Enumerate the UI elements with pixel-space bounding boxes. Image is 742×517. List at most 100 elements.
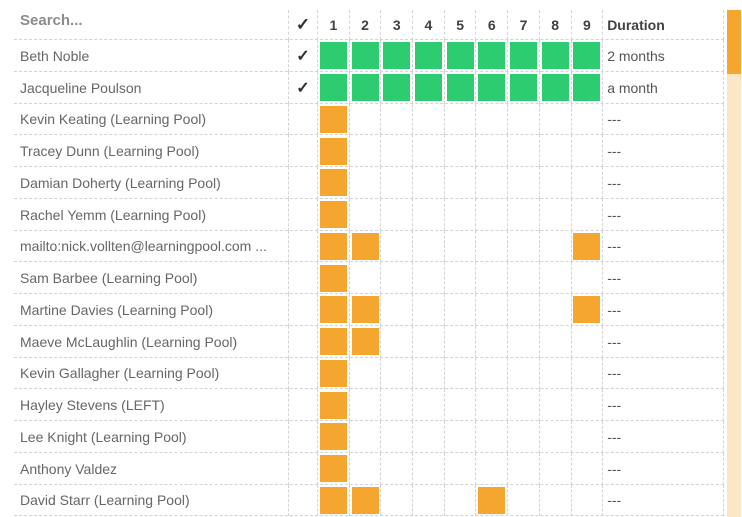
grid-cell-4 [413, 294, 445, 326]
table-row[interactable]: Anthony Valdez --- [0, 452, 742, 485]
status-square-green[interactable] [351, 42, 379, 70]
grid-cell-3 [381, 452, 414, 485]
grid-cell-3 [381, 294, 414, 326]
person-name[interactable]: Martine Davies (Learning Pool) [20, 301, 213, 318]
grid-cell-5 [445, 71, 477, 104]
status-square-orange[interactable] [319, 391, 347, 419]
status-square-orange[interactable] [319, 169, 347, 197]
status-square-green[interactable] [351, 74, 379, 102]
row-checkmark [288, 484, 318, 517]
status-square-orange[interactable] [351, 232, 379, 260]
status-square-green[interactable] [573, 74, 601, 102]
status-square-green[interactable] [414, 42, 442, 70]
status-square-orange[interactable] [319, 455, 347, 483]
grid-cell-5 [445, 294, 477, 326]
status-square-green[interactable] [319, 42, 347, 70]
status-square-orange[interactable] [478, 486, 506, 514]
grid-cell-7 [508, 262, 540, 294]
person-name[interactable]: Beth Noble [20, 47, 90, 64]
row-checkmark [288, 167, 318, 199]
person-name[interactable]: mailto:nick.vollten@learningpool.com ... [20, 238, 267, 255]
status-square-green[interactable] [541, 74, 569, 102]
table-row[interactable]: mailto:nick.vollten@learningpool.com ...… [0, 230, 742, 263]
status-square-green[interactable] [573, 42, 601, 70]
table-row[interactable]: Kevin Gallagher (Learning Pool) --- [0, 357, 742, 390]
person-name[interactable]: Kevin Keating (Learning Pool) [20, 111, 207, 128]
status-square-green[interactable] [509, 42, 537, 70]
column-header-3: 3 [381, 10, 414, 40]
grid-cell-8 [540, 294, 572, 326]
person-name[interactable]: Maeve McLaughlin (Learning Pool) [20, 333, 238, 350]
status-square-green[interactable] [446, 74, 474, 102]
table-row[interactable]: Sam Barbee (Learning Pool) --- [0, 262, 742, 294]
row-checkmark [288, 357, 318, 390]
status-square-green[interactable] [446, 42, 474, 70]
status-square-orange[interactable] [319, 264, 347, 292]
table-row[interactable]: Rachel Yemm (Learning Pool) --- [0, 198, 742, 231]
table-row[interactable]: David Starr (Learning Pool) --- [0, 484, 742, 517]
search-input[interactable] [20, 11, 270, 29]
grid-cell-3 [381, 230, 414, 263]
status-square-green[interactable] [414, 74, 442, 102]
scrollbar-thumb[interactable] [727, 10, 741, 74]
grid-cell-3 [381, 40, 414, 72]
status-square-green[interactable] [541, 42, 569, 70]
status-square-orange[interactable] [319, 137, 347, 165]
status-square-orange[interactable] [573, 232, 601, 260]
table-row[interactable]: Martine Davies (Learning Pool) --- [0, 294, 742, 326]
table-row[interactable]: Tracey Dunn (Learning Pool) --- [0, 135, 742, 167]
table-row[interactable]: Lee Knight (Learning Pool) --- [0, 421, 742, 453]
vertical-scrollbar[interactable] [727, 10, 741, 517]
status-square-orange[interactable] [319, 423, 347, 451]
grid-cell-4 [413, 452, 445, 485]
status-square-green[interactable] [509, 74, 537, 102]
table-row[interactable]: Hayley Stevens (LEFT) --- [0, 389, 742, 421]
status-square-orange[interactable] [319, 232, 347, 260]
status-square-orange[interactable] [319, 359, 347, 387]
status-square-green[interactable] [478, 42, 506, 70]
status-square-orange[interactable] [351, 486, 379, 514]
person-name[interactable]: Jacqueline Poulson [20, 79, 142, 96]
person-name[interactable]: Tracey Dunn (Learning Pool) [20, 143, 200, 160]
table-row[interactable]: Jacqueline Poulson ✓ a month [0, 71, 742, 104]
person-name[interactable]: Damian Doherty (Learning Pool) [20, 174, 221, 191]
person-name[interactable]: Anthony Valdez [20, 460, 118, 477]
person-name[interactable]: David Starr (Learning Pool) [20, 492, 190, 509]
status-square-green[interactable] [383, 74, 411, 102]
person-name[interactable]: Hayley Stevens (LEFT) [20, 397, 165, 414]
grid-cell-9 [572, 103, 604, 136]
table-header: ✓ 1 2 3 4 5 6 7 8 9 Duration [0, 0, 742, 40]
status-square-orange[interactable] [319, 105, 347, 133]
grid-cell-4 [413, 389, 445, 421]
status-square-green[interactable] [319, 74, 347, 102]
status-square-green[interactable] [478, 74, 506, 102]
row-checkmark [288, 389, 318, 421]
column-header-8: 8 [540, 10, 572, 40]
table-row[interactable]: Maeve McLaughlin (Learning Pool) --- [0, 325, 742, 358]
table-row[interactable]: Kevin Keating (Learning Pool) --- [0, 103, 742, 136]
status-square-orange[interactable] [319, 328, 347, 356]
grid-cell-4 [413, 135, 445, 167]
status-square-orange[interactable] [573, 296, 601, 324]
grid-cell-7 [508, 198, 540, 231]
grid-cell-1 [318, 452, 350, 485]
column-header-5: 5 [445, 10, 477, 40]
grid-cell-6 [476, 135, 509, 167]
grid-cell-6 [476, 421, 509, 453]
table-row[interactable]: Damian Doherty (Learning Pool) --- [0, 167, 742, 199]
status-square-green[interactable] [383, 42, 411, 70]
person-name[interactable]: Lee Knight (Learning Pool) [20, 428, 187, 445]
table-row[interactable]: Beth Noble ✓ 2 months [0, 40, 742, 72]
grid-cell-1 [318, 389, 350, 421]
status-square-orange[interactable] [351, 296, 379, 324]
person-name[interactable]: Sam Barbee (Learning Pool) [20, 270, 198, 287]
duration-value: --- [603, 103, 725, 136]
grid-cell-6 [476, 167, 509, 199]
status-square-orange[interactable] [319, 486, 347, 514]
status-square-orange[interactable] [351, 328, 379, 356]
person-name[interactable]: Rachel Yemm (Learning Pool) [20, 206, 206, 223]
status-square-orange[interactable] [319, 201, 347, 229]
person-name[interactable]: Kevin Gallagher (Learning Pool) [20, 365, 220, 382]
grid-cell-8 [540, 71, 572, 104]
status-square-orange[interactable] [319, 296, 347, 324]
